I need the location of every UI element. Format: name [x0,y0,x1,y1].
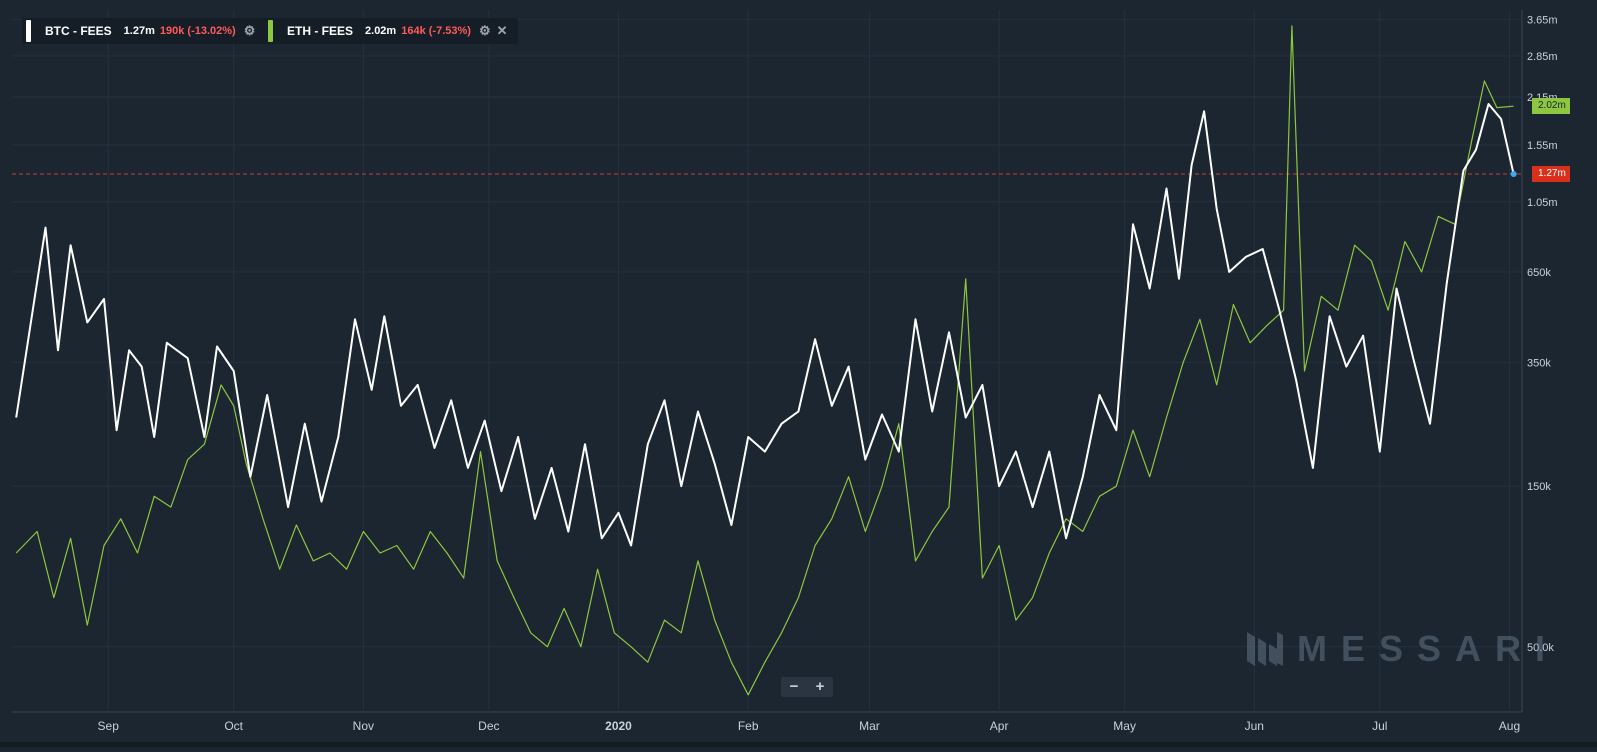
x-tick-label: Apr [990,719,1009,733]
eth-fees-line [15,25,1514,696]
btc-fees-line [15,103,1515,547]
x-tick-label: Oct [224,719,243,733]
gear-icon[interactable]: ⚙ [478,23,491,38]
y-tick-label: 150k [1527,481,1551,493]
x-tick-label: 2020 [605,719,632,733]
btc-legend-value: 1.27m [123,25,155,37]
btc-swatch [26,20,31,42]
btc-legend-change: 190k (-13.02%) [159,25,236,37]
x-tick-label: Aug [1499,719,1520,733]
watermark-text: MESSARI [1297,628,1560,669]
x-tick-label: Jul [1372,719,1387,733]
x-tick-label: Nov [353,719,374,733]
zoom-in-button[interactable]: + [815,678,825,695]
y-tick-label: 50.0k [1527,642,1554,654]
x-tick-label: Sep [98,719,120,733]
gear-icon[interactable]: ⚙ [243,23,256,38]
eth-price-tag: 2.02m [1532,98,1570,115]
y-tick-label: 650k [1527,267,1551,279]
eth-legend-change: 164k (-7.53%) [401,25,471,37]
legend-eth[interactable]: ETH - FEES 2.02m 164k (-7.53%) ⚙ ✕ [264,18,518,44]
legend-btc[interactable]: BTC - FEES 1.27m 190k (-13.02%) ⚙ [22,18,272,44]
close-icon[interactable]: ✕ [496,23,508,38]
chart-footer-band [0,742,1597,752]
x-tick-label: Feb [738,719,759,733]
eth-legend-name: ETH - FEES [287,24,354,38]
x-tick-label: May [1113,719,1136,733]
x-tick-label: Dec [478,719,499,733]
y-tick-label: 2.85m [1527,51,1558,63]
x-tick-label: Mar [859,719,880,733]
y-tick-label: 350k [1527,357,1551,369]
eth-legend-value: 2.02m [365,25,397,37]
btc-last-point [1510,170,1517,177]
y-tick-label: 3.65m [1527,15,1558,27]
zoom-controls: − + [781,677,833,697]
y-tick-label: 1.55m [1527,140,1558,152]
y-tick-label: 1.05m [1527,197,1558,209]
zoom-out-button[interactable]: − [789,678,799,695]
btc-price-tag: 1.27m [1532,165,1570,182]
btc-legend-name: BTC - FEES [45,24,112,38]
watermark: MESSARI [1247,628,1559,670]
messari-logo-icon [1247,632,1283,666]
eth-swatch [268,20,273,42]
x-tick-label: Jun [1245,719,1264,733]
